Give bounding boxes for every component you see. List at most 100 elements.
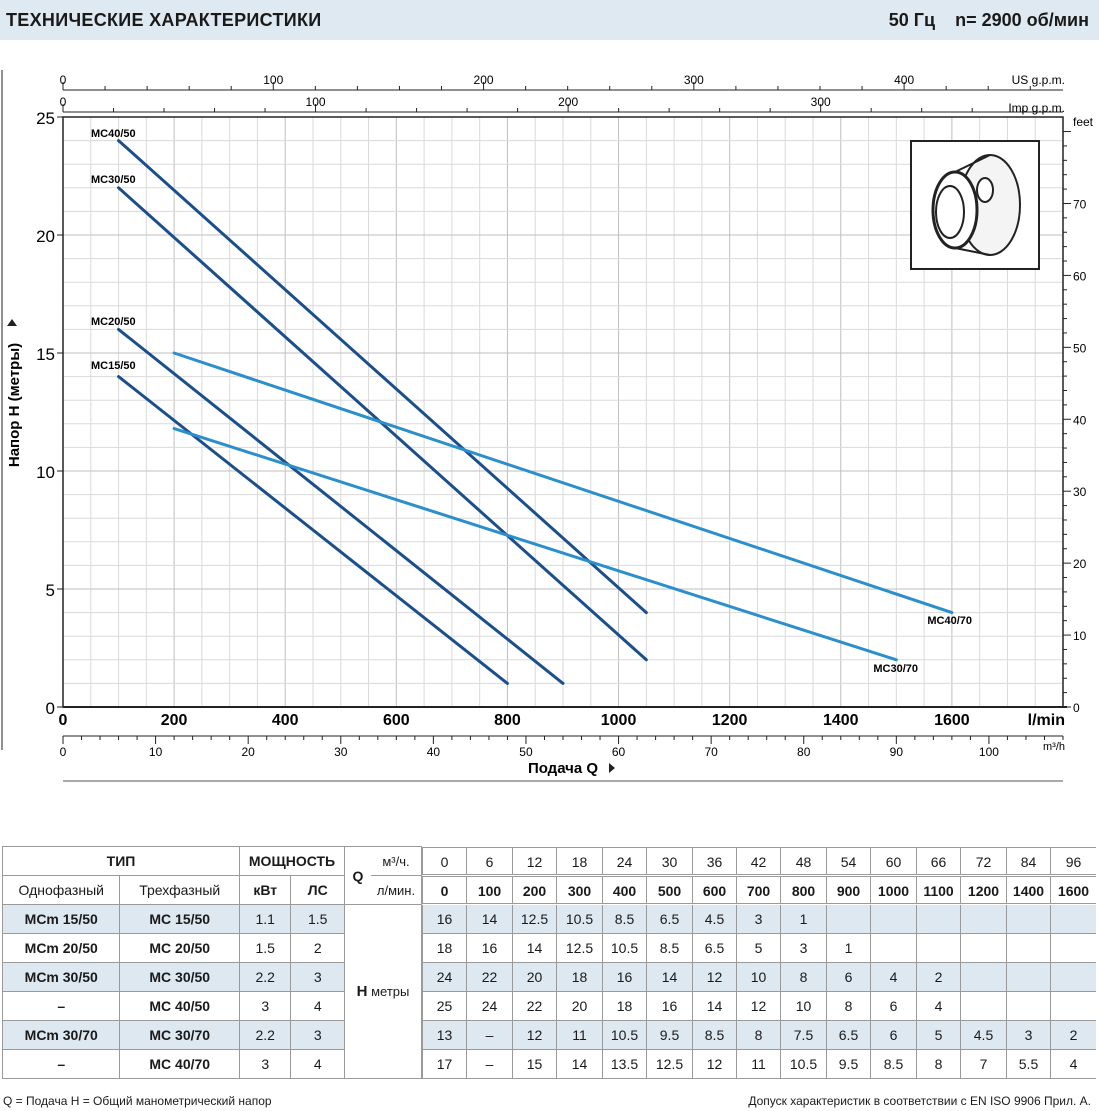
head-values: 17–15 14 13.5 12.5 12 11 10.5 9.5 8.5 8 7 5.5 4 [422,1049,1097,1079]
head-value-cell: 25 [422,991,466,1021]
head-value-cell: 10.5 [780,1049,826,1079]
head-values: 18 16 14 12.5 10.5 8.5 6.5 5 3 1 [422,933,1097,963]
head-value-cell: 8.5 [646,933,692,963]
single-phase-model: MCm 30/70 [1,1020,121,1050]
q-value-cell: 12 [512,847,556,875]
three-phase-model: MC 15/50 [119,904,240,934]
m3h-tick-label: 10 [149,745,163,759]
power-hp: 3 [290,1020,345,1050]
head-value-cell [1050,904,1096,934]
rpm: n= 2900 об/мин [955,10,1089,30]
kw-header: кВт [238,875,292,905]
head-value-cell: 12.5 [646,1049,692,1079]
y-title-arrow-icon [7,319,17,326]
q-value-cell: 24 [602,847,646,875]
y-tick-label: 15 [36,345,55,364]
three-phase-model: MC 30/50 [119,962,240,992]
q-value-cell: 700 [736,876,780,904]
power-kw: 2.2 [238,962,292,992]
curve-mc15-50 [117,375,509,685]
head-value-cell: 3 [1006,1020,1050,1050]
single-phase-model: MCm 20/50 [1,933,121,963]
q-value-cell: 30 [646,847,692,875]
q-value-cell: 36 [692,847,736,875]
head-value-cell [1050,933,1096,963]
head-value-cell: 6.5 [826,1020,870,1050]
head-value-cell: 10.5 [556,904,602,934]
head-value-cell: 16 [466,933,512,963]
performance-table: ТИП МОЩНОСТЬ Q м³/ч. 0 6 12 18 24 30 36 42 48 54 6… [1,846,1097,1079]
head-value-cell: 16 [602,962,646,992]
y-tick-label: 10 [36,463,55,482]
chart-axes [1,70,1071,782]
imp-gpm-tick-label: 100 [306,95,326,109]
page-title: ТЕХНИЧЕСКИЕ ХАРАКТЕРИСТИКИ [6,10,322,30]
head-value-cell [960,991,1006,1021]
head-value-cell: – [466,1020,512,1050]
head-value-cell: 2 [916,962,960,992]
x-tick-label: 1000 [601,712,637,729]
head-value-cell [960,962,1006,992]
series-label: MC40/50 [91,128,136,140]
head-value-cell: 1 [780,904,826,934]
feet-tick-label: 40 [1073,413,1087,427]
m3h-tick-label: 90 [890,745,904,759]
q-value-cell: 60 [870,847,916,875]
q-value-cell: 200 [512,876,556,904]
head-value-cell: 4 [916,991,960,1021]
m3-values-row: 0 6 12 18 24 30 36 42 48 54 60 66 72 84 96 [422,847,1097,876]
y-tick-label: 20 [36,227,55,246]
head-value-cell: 4 [870,962,916,992]
head-value-cell: 8 [736,1020,780,1050]
head-value-cell: 12 [692,1049,736,1079]
head-value-cell [1006,991,1050,1021]
head-value-cell: 8 [916,1049,960,1079]
feet-tick-label: 60 [1073,269,1087,283]
head-value-cell: 7.5 [780,1020,826,1050]
head-value-cell: 3 [736,904,780,934]
q-value-cell: 100 [466,876,512,904]
three-phase-header: Трехфазный [119,875,240,905]
head-value-cell: 8 [780,962,826,992]
x-tick-label: 800 [494,712,521,729]
head-value-cell: 17 [422,1049,466,1079]
m3h-tick-label: 80 [797,745,811,759]
head-value-cell: 10.5 [602,1020,646,1050]
head-value-cell: 11 [736,1049,780,1079]
q-value-cell: 18 [556,847,602,875]
single-phase-model: MCm 15/50 [1,904,121,934]
head-value-cell: 10.5 [602,933,646,963]
y-tick-label: 5 [46,581,55,600]
m3h-unit-label: m³/h [1043,741,1065,753]
head-value-cell: 9.5 [826,1049,870,1079]
head-value-cell: 8.5 [692,1020,736,1050]
x-title-arrow-icon [609,763,615,773]
head-value-cell: 14 [512,933,556,963]
head-value-cell: 12 [736,991,780,1021]
head-value-cell [916,904,960,934]
hp-header: ЛС [290,875,345,905]
feet-tick-label: 50 [1073,341,1087,355]
power-kw: 3 [238,1049,292,1079]
three-phase-model: MC 30/70 [119,1020,240,1050]
head-value-cell [960,933,1006,963]
m3h-tick-label: 60 [612,745,626,759]
head-value-cell [960,904,1006,934]
q-value-cell: 54 [826,847,870,875]
head-value-cell: 8 [826,991,870,1021]
q-value-cell: 900 [826,876,870,904]
us-gpm-tick-label: 300 [684,73,704,87]
head-value-cell: 16 [646,991,692,1021]
x-unit-label: l/min [1028,712,1065,729]
series-label: MC40/70 [927,615,972,627]
x-axis-title: Подача Q [528,760,598,777]
chart-grid [62,116,1064,708]
curve-mc30-70 [172,427,898,662]
head-value-cell: 14 [466,904,512,934]
power-hp: 4 [290,1049,345,1079]
head-value-cell: 13.5 [602,1049,646,1079]
head-value-cell [1050,991,1096,1021]
y-tick-label: 25 [36,109,55,128]
type-header: ТИП [2,846,240,876]
